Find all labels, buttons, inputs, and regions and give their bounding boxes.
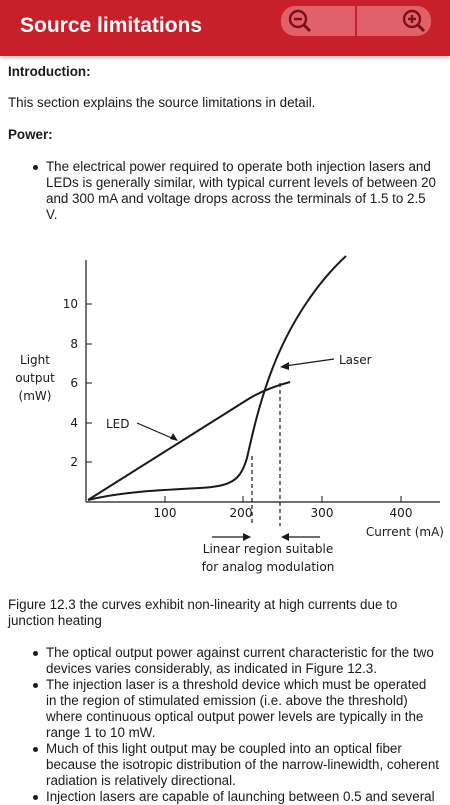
- x-tick-label: 300: [311, 506, 334, 520]
- zoom-out-button[interactable]: [281, 6, 355, 36]
- led-label: LED: [106, 417, 130, 431]
- x-tick-label: 100: [154, 506, 177, 520]
- figure-12-3: 2 4 6 8 10 100 200 300 400 Light output …: [0, 240, 450, 580]
- bullet-item: The injection laser is a threshold devic…: [33, 677, 440, 741]
- characteristics-bullet-list: The optical output power against current…: [8, 645, 440, 805]
- x-tick-label: 200: [230, 506, 253, 520]
- y-tick-label: 6: [70, 376, 78, 390]
- power-heading: Power:: [8, 127, 53, 142]
- y-axis-ticks: 2 4 6 8 10: [63, 297, 92, 469]
- laser-pointer: [284, 358, 335, 367]
- y-tick-label: 4: [70, 416, 78, 430]
- zoom-in-button[interactable]: [357, 6, 431, 36]
- annotation-line1: Linear region suitable: [203, 542, 333, 556]
- zoom-out-icon: [288, 9, 312, 33]
- led-curve: [87, 381, 291, 501]
- annotation-line2: for analog modulation: [202, 560, 335, 574]
- y-tick-label: 2: [70, 455, 78, 469]
- y-axis-label-line2: output: [15, 371, 55, 385]
- app-bar: Source limitations: [0, 0, 450, 56]
- bullet-item: The optical output power against current…: [33, 645, 440, 677]
- power-bullet-list: The electrical power required to operate…: [8, 159, 440, 223]
- y-axis-label-line1: Light: [20, 353, 50, 367]
- figure-caption: Figure 12.3 the curves exhibit non-linea…: [8, 597, 398, 628]
- power-bullet: The electrical power required to operate…: [33, 159, 440, 223]
- y-tick-label: 10: [63, 297, 78, 311]
- led-pointer: [136, 422, 175, 440]
- intro-text: This section explains the source limitat…: [8, 95, 316, 110]
- zoom-controls: [281, 6, 431, 36]
- bullet-item: Injection lasers are capable of launchin…: [33, 789, 440, 805]
- x-tick-label: 400: [390, 506, 413, 520]
- x-axis-label: Current (mA): [366, 525, 444, 539]
- page-title: Source limitations: [20, 14, 203, 37]
- power-current-graph: 2 4 6 8 10 100 200 300 400 Light output …: [15, 255, 444, 574]
- bullet-item: Much of this light output may be coupled…: [33, 741, 440, 788]
- y-tick-label: 8: [70, 337, 78, 351]
- intro-heading: Introduction:: [8, 64, 91, 79]
- laser-label: Laser: [339, 353, 372, 367]
- laser-curve: [87, 255, 347, 501]
- y-axis-label-line3: (mW): [19, 389, 52, 403]
- zoom-in-icon: [402, 9, 426, 33]
- x-axis-ticks: 100 200 300 400: [154, 496, 413, 520]
